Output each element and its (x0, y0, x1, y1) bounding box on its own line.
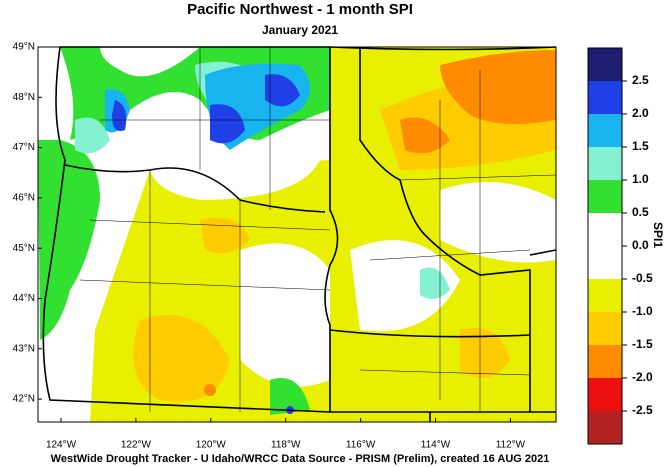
colorbar-swatch (588, 180, 622, 213)
lat-label: 49°N (13, 42, 35, 53)
spi-region (400, 117, 450, 154)
spi-region (112, 100, 127, 131)
colorbar-label: -1.0 (632, 304, 653, 318)
colorbar-swatch (588, 411, 622, 444)
colorbar-swatch (588, 378, 622, 411)
colorbar-label: 2.0 (632, 106, 649, 120)
spi-region (460, 328, 510, 378)
colorbar-swatch (588, 213, 622, 246)
spi-region (133, 315, 230, 402)
spi-region (420, 267, 450, 299)
colorbar-label: 1.0 (632, 172, 649, 186)
colorbar-swatch (588, 279, 622, 312)
colorbar-swatch (588, 147, 622, 180)
lat-label: 44°N (13, 293, 35, 304)
colorbar-swatch (588, 312, 622, 345)
colorbar-swatch (588, 114, 622, 147)
colorbar-label: -2.5 (632, 403, 653, 417)
title: Pacific Northwest - 1 month SPI (187, 1, 413, 18)
spi-region (270, 378, 310, 415)
lon-label: 124°W (46, 440, 77, 451)
colorbar-label: -1.5 (632, 337, 653, 351)
colorbar-label: 0.0 (632, 238, 649, 252)
colorbar-swatch (588, 246, 622, 279)
spi-region (240, 243, 330, 387)
lon-label: 118°W (271, 440, 301, 451)
spi-region (204, 384, 216, 396)
spi-region (38, 140, 100, 340)
lat-label: 46°N (13, 193, 35, 204)
spi-region (440, 182, 556, 263)
lon-label: 114°W (421, 440, 451, 451)
lon-label: 120°W (196, 440, 227, 451)
spi-region (210, 104, 245, 144)
lat-label: 48°N (13, 92, 35, 103)
spi-region (200, 217, 250, 254)
colorbar-label: -0.5 (632, 271, 653, 285)
spi-region (148, 146, 320, 200)
lon-label: 122°W (121, 440, 152, 451)
spi-region (350, 240, 460, 332)
lon-label: 112°W (496, 440, 526, 451)
colorbar-label: 1.5 (632, 139, 649, 153)
spi-region (265, 74, 300, 107)
spi-region (440, 50, 556, 124)
colorbar-label: -2.0 (632, 370, 653, 384)
spi-region (75, 117, 110, 154)
lon-label: 116°W (346, 440, 376, 451)
colorbar-label: 0.5 (632, 205, 649, 219)
colorbar-swatch (588, 345, 622, 378)
lat-label: 43°N (13, 343, 35, 354)
subtitle: January 2021 (262, 23, 338, 37)
colorbar-swatch (588, 48, 622, 81)
colorbar-title: SPI1 (651, 222, 665, 248)
state-borders (42, 46, 557, 422)
lat-label: 47°N (13, 142, 35, 153)
footer: WestWide Drought Tracker - U Idaho/WRCC … (51, 453, 550, 465)
map-frame (37, 46, 557, 423)
lat-label: 45°N (13, 243, 35, 254)
lat-label: 42°N (13, 394, 35, 405)
colorbar-swatch (588, 81, 622, 114)
colorbar-label: 2.5 (632, 73, 649, 87)
spi-field (38, 47, 556, 422)
